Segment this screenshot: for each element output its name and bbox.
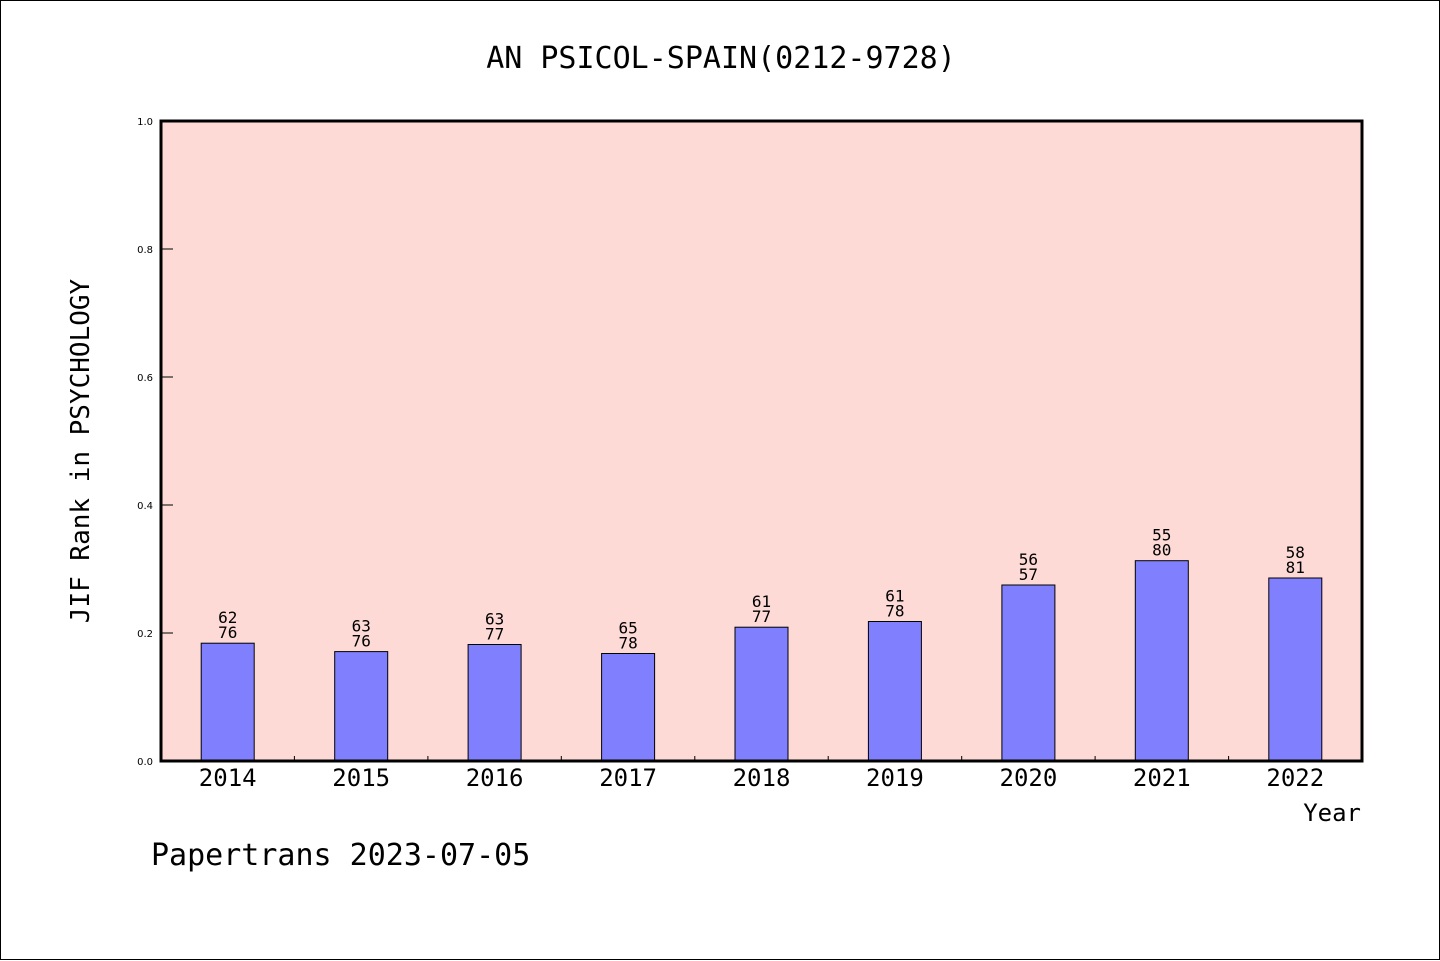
data-label-bottom-2022: 81: [1286, 558, 1305, 577]
data-label-bottom-2017: 78: [618, 634, 637, 653]
x-axis-label: Year: [1303, 799, 1361, 827]
x-tick-label-2018: 2018: [733, 764, 791, 792]
bar-2017: [601, 653, 656, 762]
x-tick-label-2015: 2015: [332, 764, 390, 792]
x-ticks-group: 2014 2015 2016 2017 2018 2019 2020 2021 2022: [199, 756, 1324, 792]
bar-2014: [200, 642, 255, 762]
data-label-top-2014: 62: [218, 608, 237, 627]
x-tick-label-2022: 2022: [1266, 764, 1324, 792]
chart-title: AN PSICOL-SPAIN(0212-9728): [486, 41, 956, 76]
x-tick-label-2016: 2016: [466, 764, 524, 792]
y-tick-label: 0.0: [137, 757, 153, 768]
y-tick-label: 0.4: [137, 501, 153, 512]
y-tick-label: 1.0: [137, 117, 153, 128]
y-tick-label: 0.2: [137, 629, 153, 640]
plot-border: [159, 119, 1364, 763]
bar-2022: [1268, 577, 1323, 762]
x-tick-label-2014: 2014: [199, 764, 257, 792]
x-tick-label-2021: 2021: [1133, 764, 1191, 792]
x-tick-label-2019: 2019: [866, 764, 924, 792]
bars-group: [200, 560, 1323, 762]
data-label-bottom-2021: 80: [1152, 541, 1171, 560]
data-label-top-2017: 65: [618, 619, 637, 638]
bar-2016: [467, 644, 522, 762]
x-tick-label-2020: 2020: [1000, 764, 1058, 792]
data-label-top-2018: 61: [752, 592, 771, 611]
bar-2015: [334, 651, 389, 762]
footer-credit: Papertrans 2023-07-05: [151, 838, 530, 873]
bar-2018: [734, 626, 789, 762]
bar-2020: [1001, 584, 1056, 762]
y-axis-label: JIF Rank in PSYCHOLOGY: [66, 278, 96, 623]
x-tick-label-2017: 2017: [599, 764, 657, 792]
y-tick-label: 0.6: [137, 373, 153, 384]
data-label-top-2019: 61: [885, 587, 904, 606]
data-label-top-2022: 58: [1286, 543, 1305, 562]
data-label-top-2015: 63: [352, 617, 371, 636]
data-label-bottom-2018: 77: [752, 607, 771, 626]
data-label-bottom-2014: 76: [218, 623, 237, 642]
bar-2021: [1134, 560, 1189, 762]
y-tick-label: 0.8: [137, 245, 153, 256]
data-label-top-2016: 63: [485, 610, 504, 629]
bar-2019: [867, 621, 922, 762]
data-label-bottom-2019: 78: [885, 602, 904, 621]
data-label-bottom-2015: 76: [352, 632, 371, 651]
data-label-bottom-2016: 77: [485, 625, 504, 644]
data-label-top-2021: 55: [1152, 526, 1171, 545]
data-label-bottom-2020: 57: [1019, 565, 1038, 584]
data-label-top-2020: 56: [1019, 550, 1038, 569]
